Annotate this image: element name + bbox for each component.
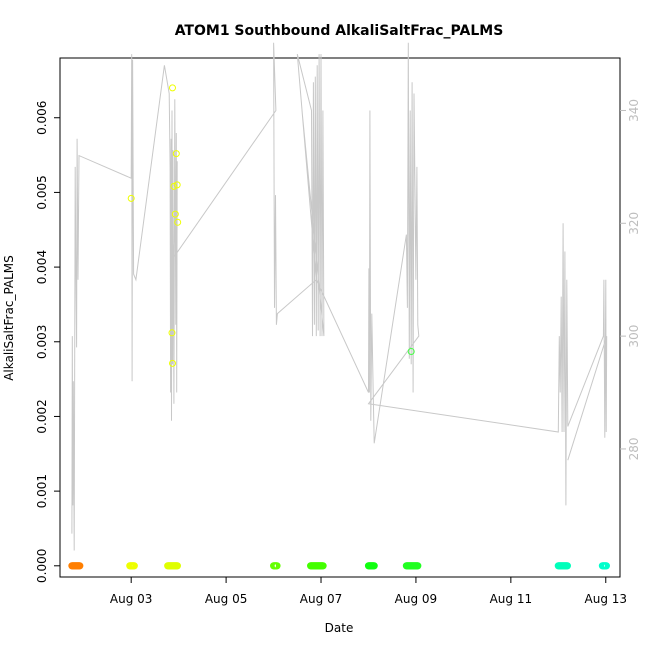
secondary-y-axis: 280 300 320 340: [620, 99, 641, 460]
data-point: [407, 348, 415, 355]
zero-value-point: [273, 562, 281, 570]
zero-value-point: [414, 562, 422, 570]
y2-tick-label: 300: [627, 325, 641, 348]
data-point: [127, 194, 135, 202]
zero-marker-cluster: [68, 562, 84, 570]
data-point: [173, 181, 181, 189]
zero-marker-cluster: [164, 562, 181, 570]
y-axis: 0.000 0.001 0.002 0.003 0.004 0.005 0.006: [35, 101, 60, 583]
x-tick-label: Aug 07: [300, 592, 343, 606]
x-tick-label: Aug 05: [205, 592, 248, 606]
zero-value-point: [602, 562, 611, 570]
zero-value-point: [563, 562, 572, 570]
y-tick-label: 0.003: [35, 325, 49, 359]
zero-marker-cluster: [598, 562, 611, 570]
altitude-series-line: [71, 42, 608, 551]
y2-tick-label: 280: [627, 437, 641, 460]
x-tick-label: Aug 11: [490, 592, 533, 606]
x-tick-label: Aug 13: [585, 592, 628, 606]
y-tick-label: 0.001: [35, 474, 49, 508]
data-point: [174, 218, 182, 226]
data-point: [171, 210, 179, 218]
y-tick-label: 0.002: [35, 399, 49, 433]
zero-value-point: [319, 562, 327, 570]
y2-tick-label: 320: [627, 212, 641, 235]
zero-marker-cluster: [307, 562, 327, 570]
y-tick-label: 0.004: [35, 250, 49, 284]
zero-marker-cluster: [126, 562, 138, 570]
y2-tick-label: 340: [627, 99, 641, 122]
x-axis-label: Date: [325, 621, 354, 635]
zero-value-point: [370, 562, 378, 570]
data-point: [172, 150, 180, 158]
zero-value-point: [173, 562, 181, 570]
chart-title: ATOM1 Southbound AlkaliSaltFrac_PALMS: [175, 23, 504, 39]
zero-value-point: [76, 562, 84, 570]
y-tick-label: 0.005: [35, 175, 49, 209]
x-tick-label: Aug 09: [395, 592, 438, 606]
x-axis: Aug 03 Aug 05 Aug 07 Aug 09 Aug 11 Aug 13: [110, 577, 627, 606]
zero-marker-cluster: [402, 562, 422, 570]
data-point: [169, 84, 176, 92]
zero-marker-cluster: [554, 562, 572, 570]
altitude-series-layer: [71, 42, 608, 551]
data-point: [169, 359, 176, 367]
zero-marker-cluster: [364, 562, 378, 570]
y-tick-label: 0.006: [35, 101, 49, 135]
zero-value-markers-layer: [68, 562, 611, 570]
data-point: [168, 329, 176, 337]
zero-value-point: [130, 562, 138, 570]
data-point: [170, 182, 178, 190]
plot-frame: [59, 57, 621, 578]
data-points-layer: [127, 84, 415, 367]
zero-marker-cluster: [270, 562, 281, 570]
y-tick-label: 0.000: [35, 549, 49, 583]
y-axis-label: AlkaliSaltFrac_PALMS: [2, 255, 16, 381]
x-tick-label: Aug 03: [110, 592, 153, 606]
